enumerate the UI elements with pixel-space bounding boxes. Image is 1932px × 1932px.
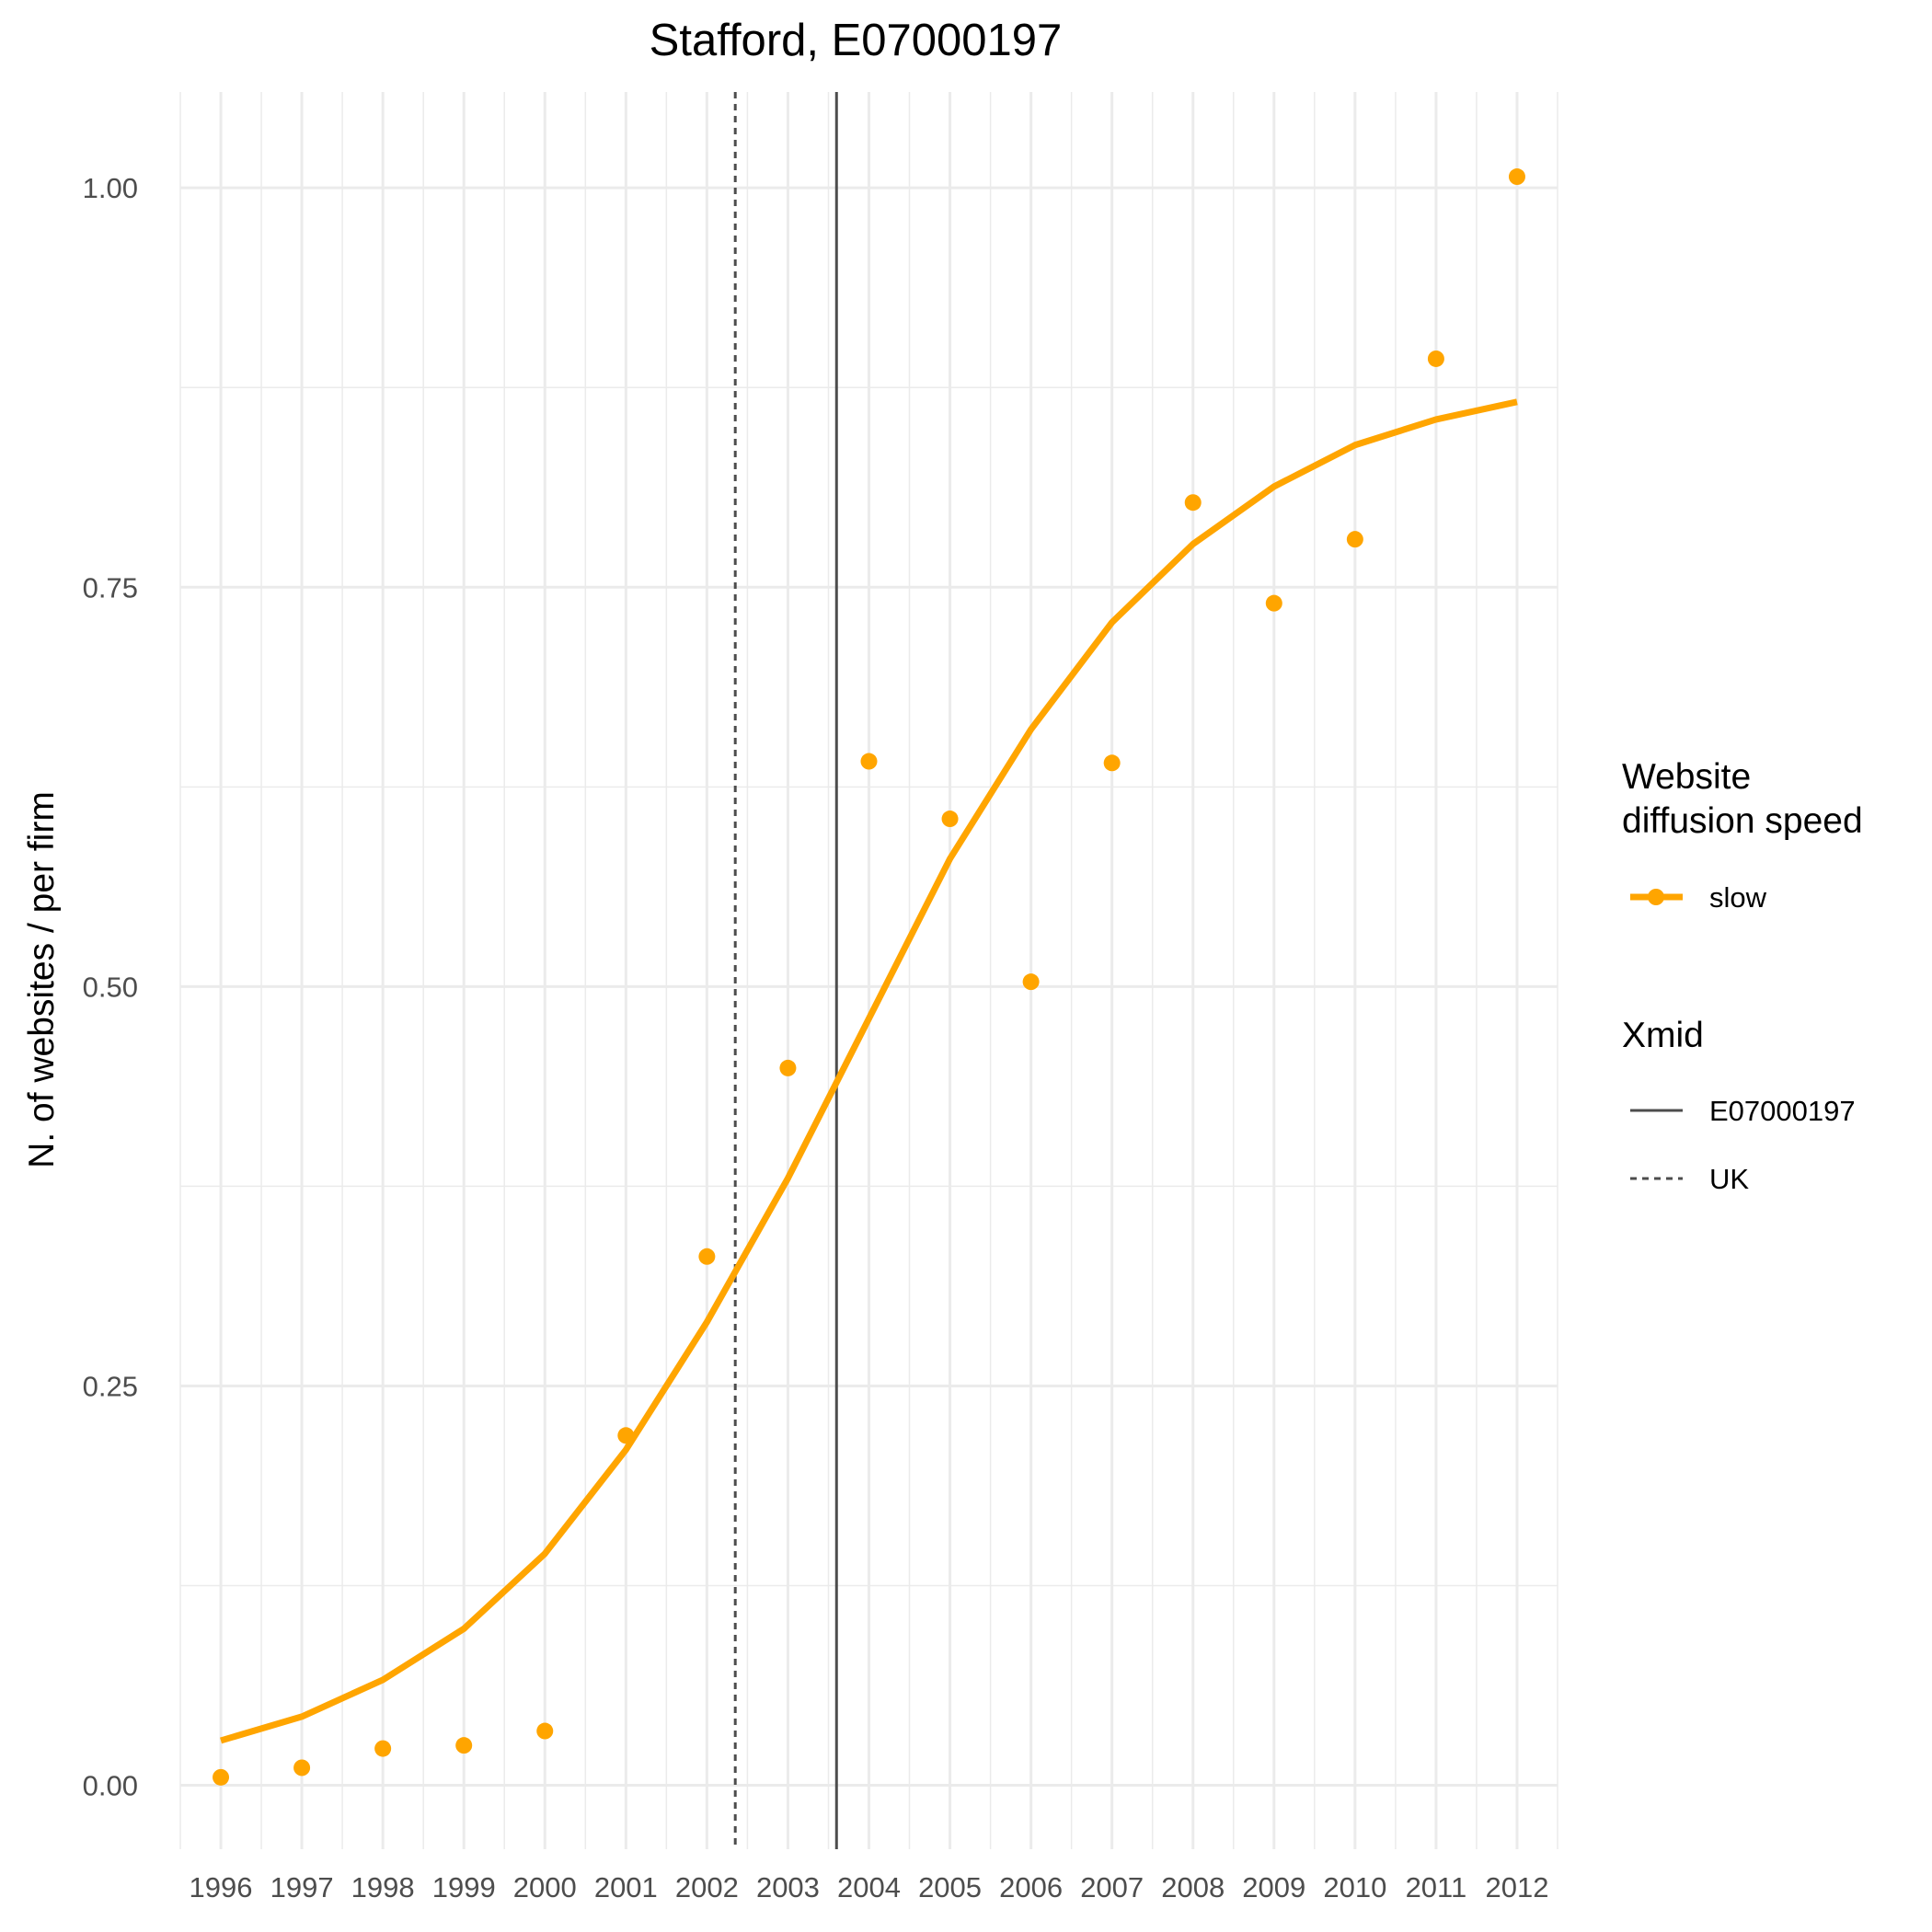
data-point-1997 xyxy=(293,1759,311,1777)
data-point-2005 xyxy=(941,811,959,828)
x-tick-label: 1999 xyxy=(432,1871,496,1903)
x-tick-label: 2011 xyxy=(1406,1871,1467,1903)
data-point-2012 xyxy=(1508,168,1525,186)
legend-item-uk: UK xyxy=(1709,1163,1749,1195)
data-point-1999 xyxy=(455,1737,473,1754)
x-tick-label: 2007 xyxy=(1080,1871,1144,1903)
data-point-2007 xyxy=(1103,754,1121,772)
reference-lines xyxy=(733,92,838,1849)
x-tick-label: 2001 xyxy=(594,1871,658,1903)
data-point-2010 xyxy=(1346,531,1363,548)
x-tick-label: 2012 xyxy=(1485,1871,1548,1903)
data-point-2009 xyxy=(1265,594,1282,612)
x-tick-label: 2003 xyxy=(756,1871,820,1903)
x-tick-label: 2009 xyxy=(1242,1871,1305,1903)
y-tick-label: 0.00 xyxy=(83,1770,138,1802)
data-point-2006 xyxy=(1022,973,1040,991)
series-slow-fitted-line xyxy=(220,398,1518,1744)
legend: Website diffusion speed slow Xmid E07000… xyxy=(1622,757,1863,1195)
x-tick-label: 2005 xyxy=(918,1871,982,1903)
data-point-1998 xyxy=(374,1740,392,1757)
x-tick-label: 2002 xyxy=(675,1871,739,1903)
x-tick-label: 2008 xyxy=(1161,1871,1225,1903)
x-tick-label: 2006 xyxy=(999,1871,1063,1903)
y-tick-label: 1.00 xyxy=(83,172,138,204)
y-tick-label: 0.25 xyxy=(83,1370,138,1402)
legend-linetype-title: Xmid xyxy=(1622,1016,1704,1055)
x-tick-label: 1996 xyxy=(190,1871,253,1903)
x-tick-label: 1997 xyxy=(270,1871,334,1903)
series xyxy=(213,168,1525,1786)
legend-slow-point-key xyxy=(1648,889,1664,905)
axes: 0.00 0.25 0.50 0.75 1.00 1996 1997 1998 1999 2000… xyxy=(83,172,1549,1903)
y-axis-label: N. of websites / per firm xyxy=(22,791,62,1168)
data-point-1996 xyxy=(213,1768,230,1786)
x-tick-label: 2010 xyxy=(1323,1871,1386,1903)
legend-item-e07000197: E07000197 xyxy=(1709,1095,1856,1127)
grid xyxy=(179,92,1558,1849)
legend-item-slow: slow xyxy=(1709,881,1767,914)
x-tick-label: 1998 xyxy=(351,1871,415,1903)
y-tick-label: 0.75 xyxy=(83,571,138,604)
legend-color-title-line1: Website xyxy=(1622,757,1751,797)
data-point-2011 xyxy=(1427,350,1444,367)
data-point-2008 xyxy=(1184,494,1202,512)
x-tick-label: 2000 xyxy=(513,1871,577,1903)
y-tick-label: 0.50 xyxy=(83,971,138,1003)
legend-color-title-line2: diffusion speed xyxy=(1622,801,1863,841)
x-tick-label: 2004 xyxy=(837,1871,901,1903)
data-point-2004 xyxy=(860,753,878,770)
chart-title: Stafford, E07000197 xyxy=(650,16,1063,65)
data-point-2002 xyxy=(698,1248,716,1265)
data-point-2001 xyxy=(617,1427,635,1444)
data-point-2000 xyxy=(536,1722,554,1740)
data-point-2003 xyxy=(779,1059,797,1076)
